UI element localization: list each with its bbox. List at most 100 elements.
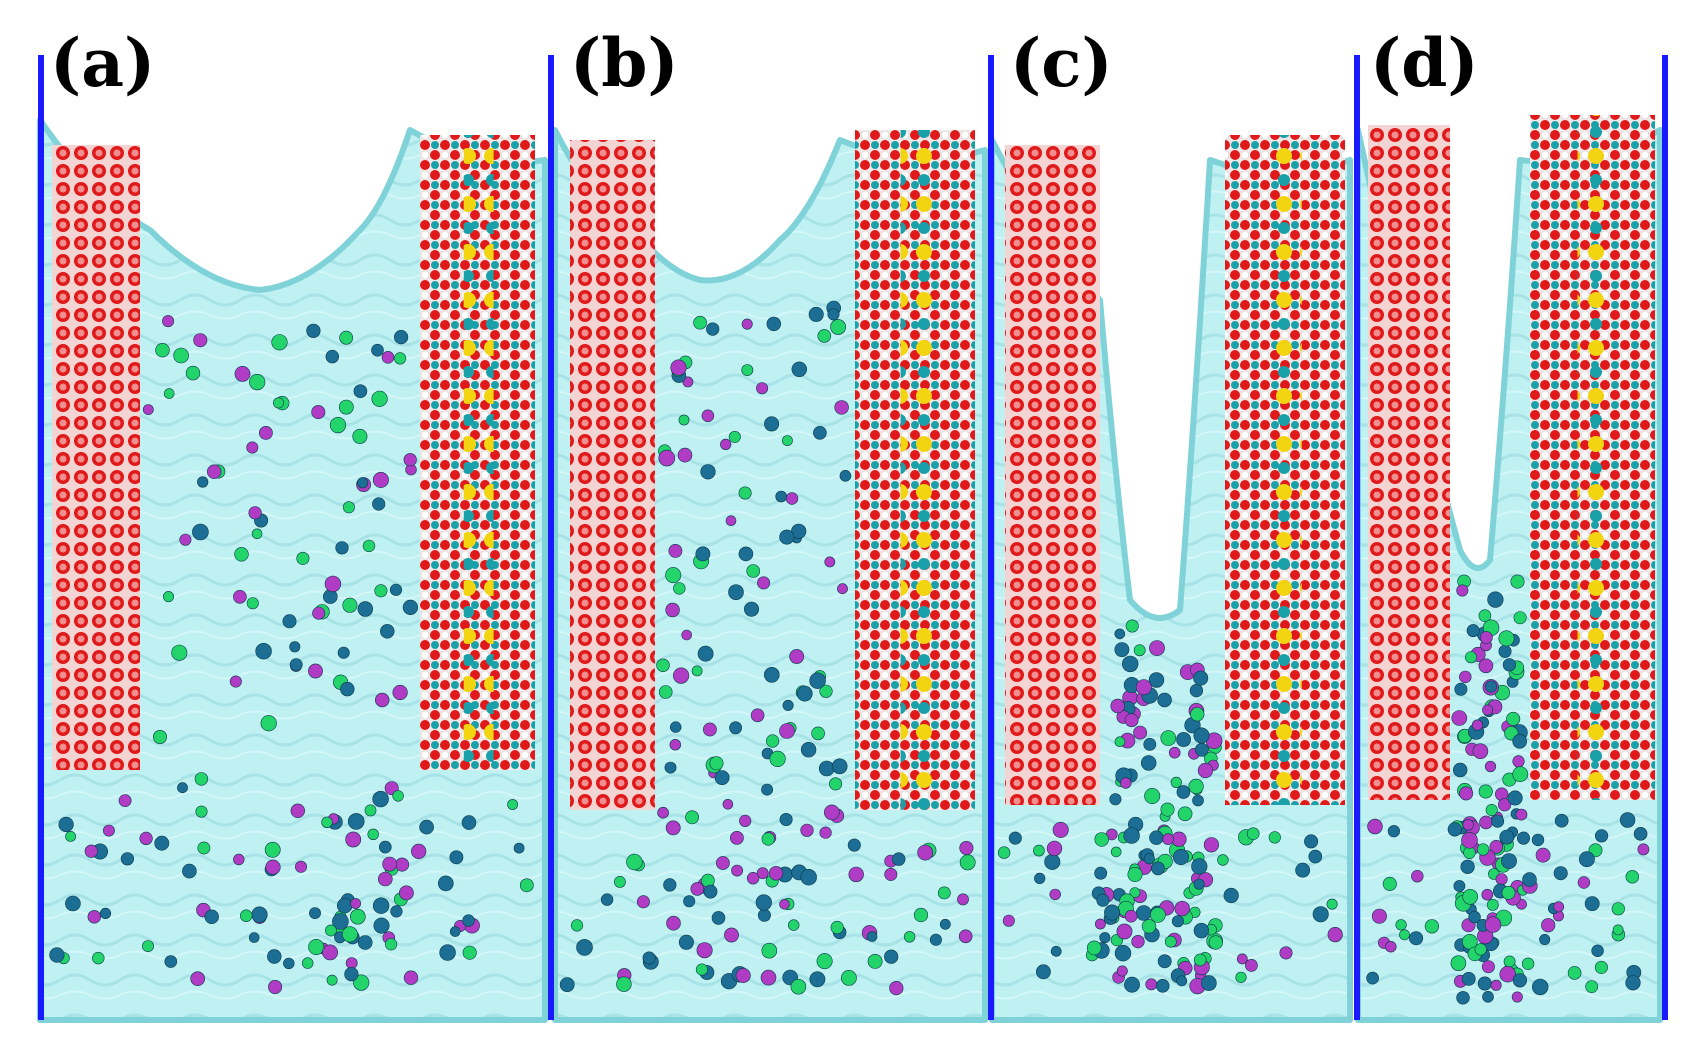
ion bbox=[372, 897, 390, 914]
ion bbox=[411, 843, 427, 860]
ion bbox=[1633, 826, 1648, 841]
ion bbox=[1459, 670, 1472, 684]
ion bbox=[1110, 698, 1125, 714]
ion bbox=[1367, 818, 1383, 835]
ion bbox=[342, 501, 355, 514]
ion bbox=[841, 970, 857, 986]
ion bbox=[829, 777, 843, 791]
ion bbox=[1268, 831, 1281, 844]
ion bbox=[335, 541, 349, 555]
ion bbox=[240, 909, 253, 922]
ion bbox=[800, 823, 814, 837]
ion bbox=[251, 906, 268, 923]
ion bbox=[392, 684, 408, 701]
ion bbox=[1109, 793, 1122, 806]
ion bbox=[695, 963, 708, 976]
ion bbox=[1567, 966, 1582, 980]
ion bbox=[1585, 980, 1599, 993]
ion bbox=[339, 330, 354, 345]
ion bbox=[1399, 929, 1410, 941]
ion bbox=[763, 666, 780, 683]
ion bbox=[958, 929, 973, 944]
ion bbox=[709, 756, 724, 771]
ion bbox=[249, 374, 266, 391]
ion bbox=[867, 954, 883, 969]
ion bbox=[1366, 971, 1379, 985]
ion bbox=[706, 322, 720, 336]
ion bbox=[1326, 898, 1338, 910]
ion bbox=[1625, 975, 1641, 991]
ion bbox=[600, 893, 614, 906]
ion bbox=[1143, 738, 1157, 751]
ion bbox=[827, 308, 840, 321]
ion bbox=[260, 715, 277, 732]
ion bbox=[1485, 680, 1498, 693]
ion bbox=[1507, 790, 1523, 806]
ion bbox=[84, 844, 98, 858]
ion bbox=[1304, 834, 1319, 849]
ion bbox=[1155, 978, 1170, 993]
ion bbox=[342, 597, 358, 613]
ion bbox=[1371, 908, 1387, 924]
ion bbox=[1217, 854, 1229, 866]
ion bbox=[813, 425, 827, 440]
ion bbox=[1637, 843, 1650, 856]
ion bbox=[1461, 831, 1478, 849]
ion bbox=[332, 913, 349, 930]
ion bbox=[819, 684, 833, 698]
ion bbox=[1094, 832, 1109, 847]
ion bbox=[163, 388, 175, 399]
ion bbox=[154, 835, 170, 851]
ion bbox=[1471, 719, 1484, 731]
ion bbox=[357, 601, 373, 617]
ions-panel-d bbox=[1366, 574, 1650, 1005]
ion bbox=[614, 876, 626, 888]
ion bbox=[155, 343, 170, 358]
ion bbox=[824, 556, 836, 568]
ion bbox=[703, 722, 717, 737]
ion bbox=[693, 315, 707, 330]
ion bbox=[1327, 926, 1343, 943]
ion bbox=[364, 804, 377, 817]
ion bbox=[1194, 742, 1209, 757]
ion bbox=[1512, 755, 1525, 768]
ion bbox=[353, 974, 370, 991]
ion bbox=[308, 663, 323, 679]
ion bbox=[663, 878, 677, 892]
ion bbox=[761, 942, 778, 959]
ion bbox=[1611, 902, 1625, 916]
ion bbox=[324, 575, 342, 593]
ion bbox=[1502, 658, 1516, 672]
ion bbox=[670, 359, 687, 376]
boundary-wall bbox=[988, 55, 994, 1020]
ion bbox=[1424, 919, 1439, 934]
ion bbox=[669, 721, 682, 733]
ion bbox=[677, 447, 693, 463]
ion bbox=[251, 528, 263, 540]
ion bbox=[738, 546, 754, 562]
ion bbox=[234, 547, 249, 562]
ion bbox=[392, 790, 404, 802]
ion bbox=[142, 940, 154, 952]
ion bbox=[1512, 766, 1529, 783]
ion bbox=[1411, 869, 1424, 883]
ion bbox=[308, 938, 325, 955]
ion bbox=[1190, 707, 1205, 722]
ion bbox=[118, 794, 132, 807]
ion bbox=[462, 945, 477, 960]
panel-label-c: (c) bbox=[1010, 24, 1113, 102]
ion bbox=[374, 584, 388, 598]
ion bbox=[913, 907, 929, 923]
ion bbox=[1501, 885, 1516, 900]
ion bbox=[385, 938, 398, 951]
ion bbox=[177, 782, 188, 794]
ion bbox=[1479, 815, 1493, 830]
ion bbox=[785, 492, 799, 505]
ion bbox=[903, 931, 916, 943]
ion bbox=[673, 582, 686, 595]
ion bbox=[1279, 946, 1293, 960]
ion bbox=[1129, 887, 1141, 898]
ion bbox=[372, 471, 389, 488]
ion bbox=[1486, 899, 1499, 911]
